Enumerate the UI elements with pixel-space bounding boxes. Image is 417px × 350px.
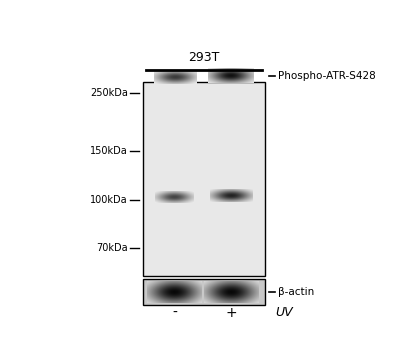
Text: 70kDa: 70kDa xyxy=(96,243,128,253)
Text: 250kDa: 250kDa xyxy=(90,88,128,98)
Text: 293T: 293T xyxy=(188,50,220,64)
Bar xyxy=(143,279,266,305)
Text: 150kDa: 150kDa xyxy=(90,146,128,156)
Text: -: - xyxy=(172,306,177,320)
Text: UV: UV xyxy=(275,306,293,319)
Text: 100kDa: 100kDa xyxy=(90,195,128,205)
Bar xyxy=(143,83,266,276)
Text: Phospho-ATR-S428: Phospho-ATR-S428 xyxy=(279,71,376,82)
Text: β-actin: β-actin xyxy=(279,287,314,297)
Text: +: + xyxy=(225,306,237,320)
